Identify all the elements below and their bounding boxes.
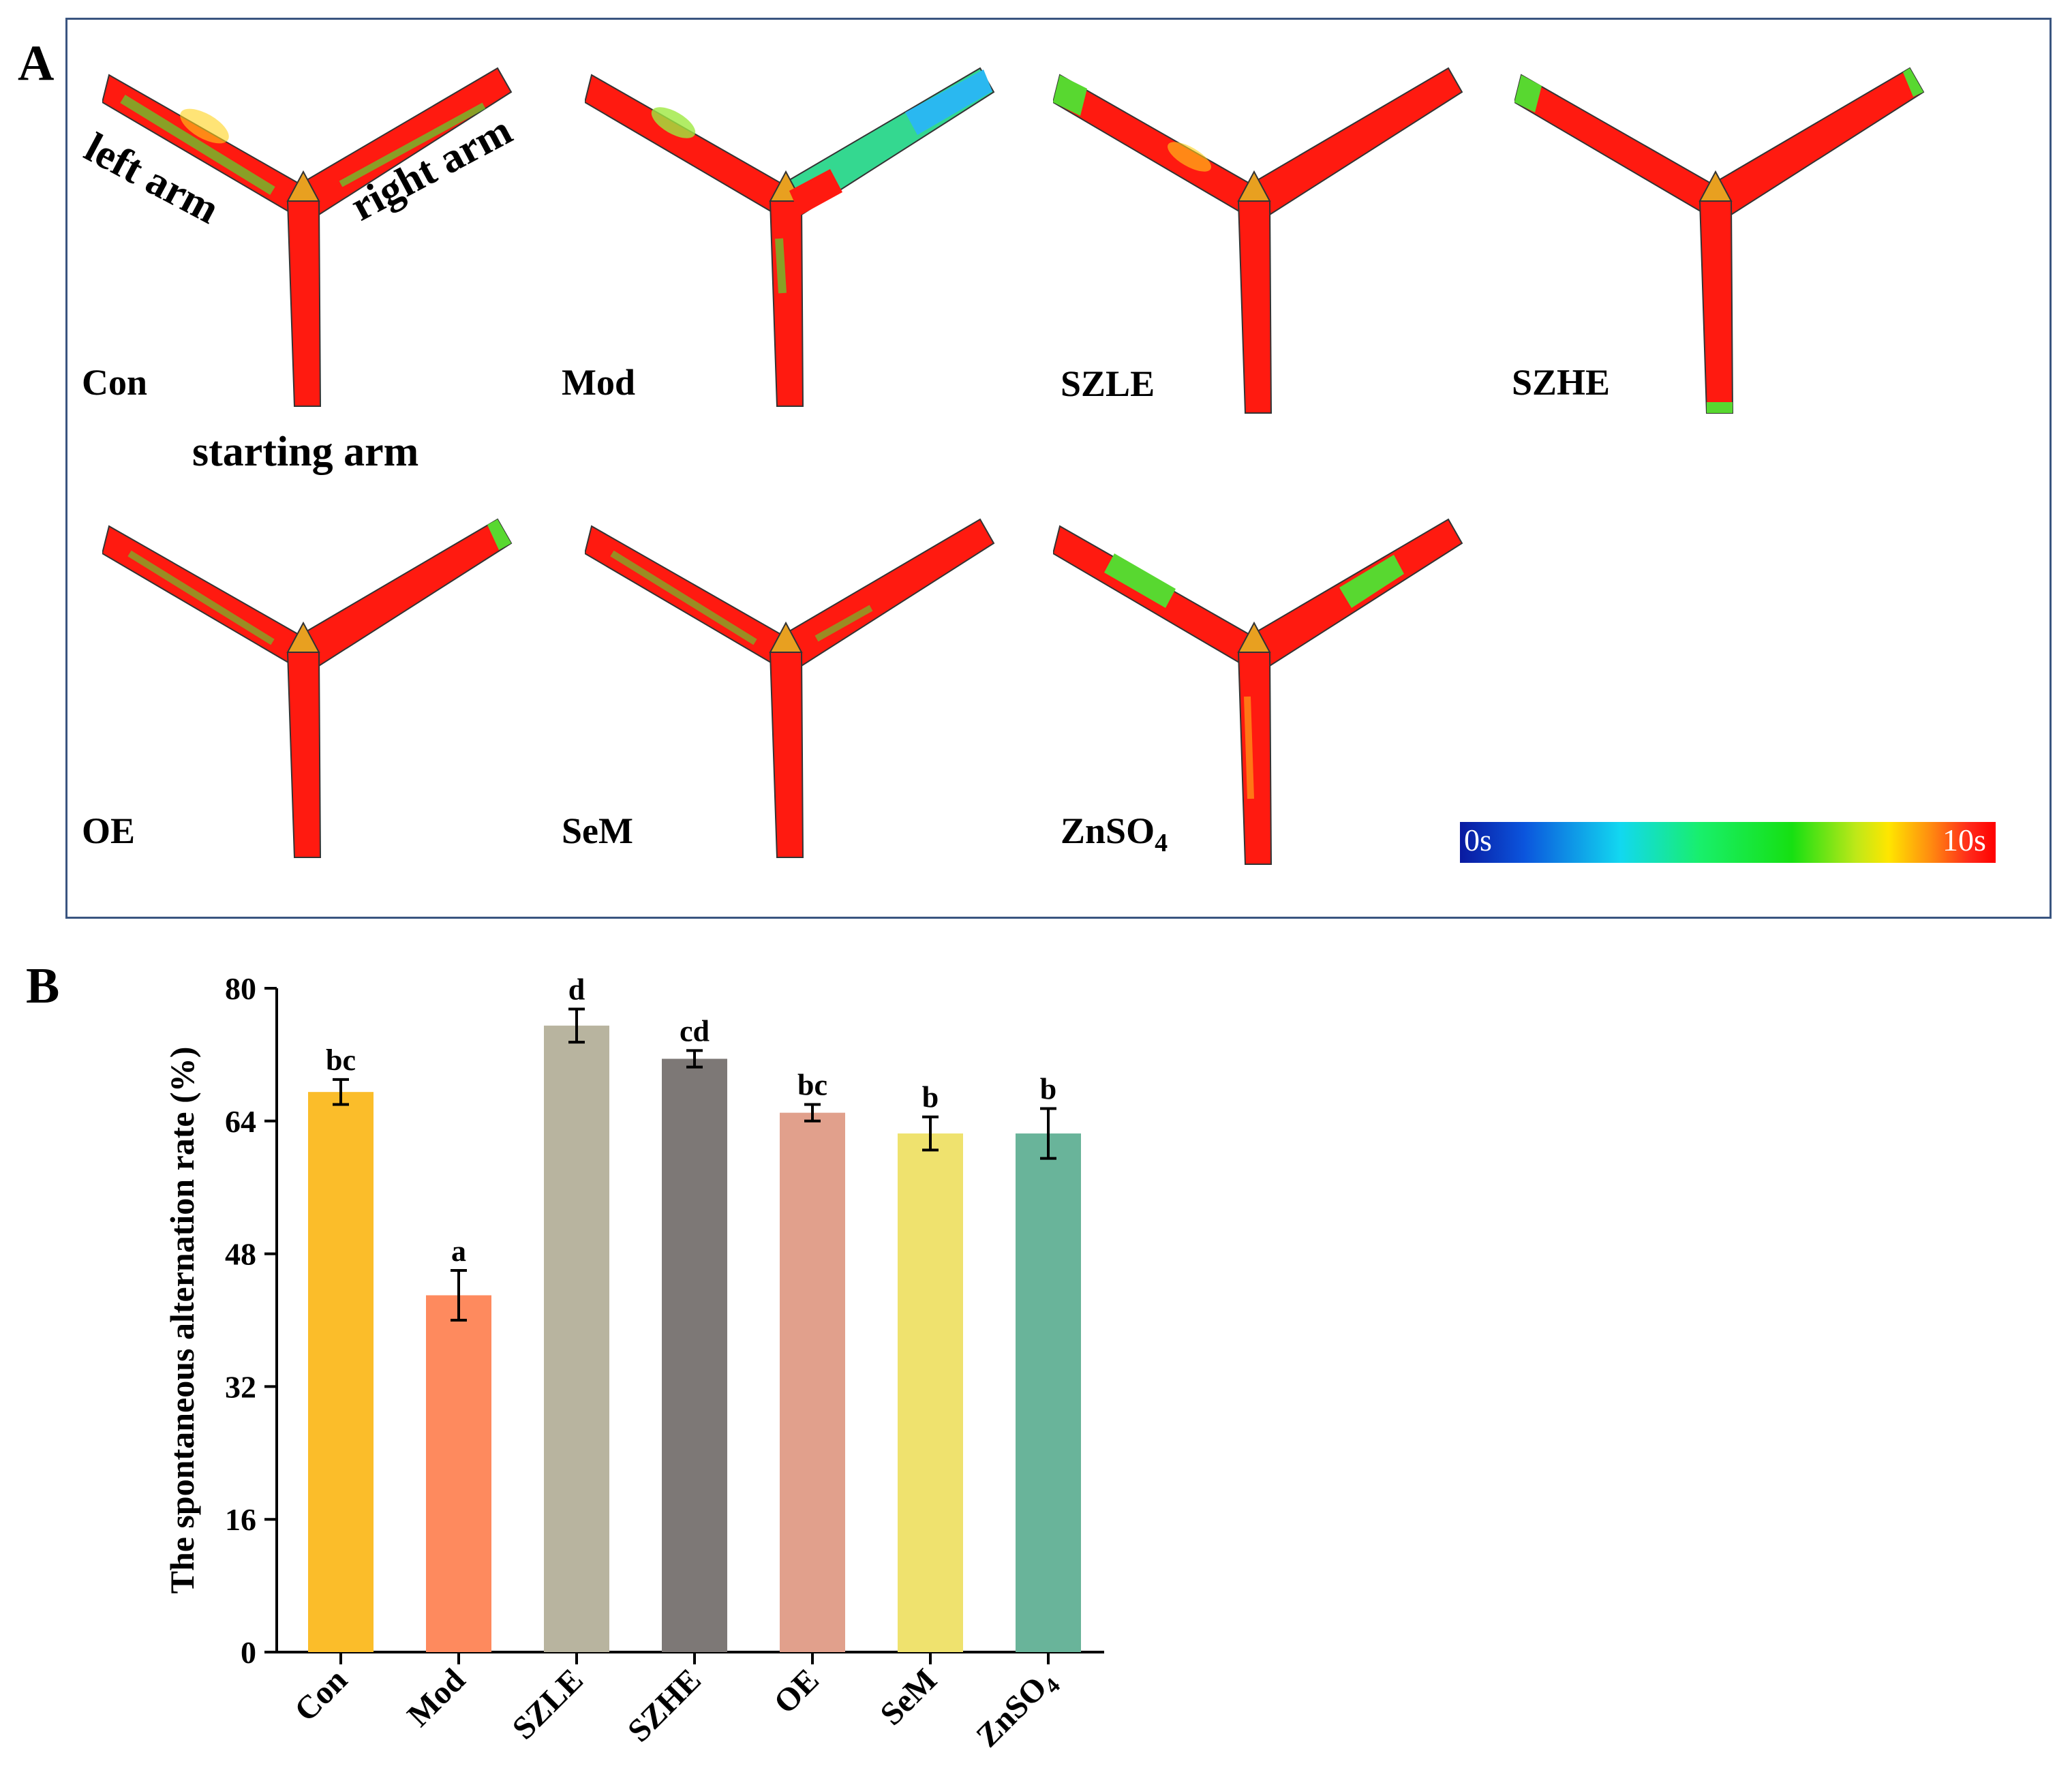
y-tick-label: 32 bbox=[225, 1369, 256, 1404]
x-tick-label: SZLE bbox=[506, 1662, 590, 1746]
ymaze-sem bbox=[585, 518, 995, 858]
group-label-sem: SeM bbox=[562, 810, 633, 851]
ymaze-oe bbox=[102, 518, 513, 858]
colorbar-max-label: 10s bbox=[1942, 823, 1986, 857]
ymaze-mod bbox=[585, 67, 995, 407]
ymaze-szle bbox=[1053, 67, 1463, 414]
starting-arm-label: starting arm bbox=[192, 429, 419, 475]
y-tick-label: 16 bbox=[225, 1502, 256, 1537]
bar bbox=[544, 1025, 609, 1652]
group-label-znso4: ZnSO4 bbox=[1061, 812, 1168, 856]
group-label-con: Con bbox=[82, 362, 148, 403]
bar bbox=[308, 1092, 374, 1652]
group-label-znso4-text: ZnSO bbox=[1061, 810, 1155, 851]
ymaze-znso4 bbox=[1053, 518, 1463, 865]
significance-label: bc bbox=[326, 1043, 356, 1077]
x-tick-label: OE bbox=[767, 1662, 826, 1721]
significance-label: bc bbox=[797, 1068, 827, 1101]
panel-a-letter: A bbox=[18, 35, 55, 91]
bar bbox=[426, 1295, 491, 1652]
x-tick-label: Mod bbox=[400, 1662, 472, 1734]
y-tick-label: 80 bbox=[225, 971, 256, 1006]
bar bbox=[898, 1133, 963, 1652]
y-tick-label: 64 bbox=[225, 1104, 256, 1139]
significance-label: b bbox=[1040, 1073, 1056, 1106]
group-label-znso4-sub: 4 bbox=[1155, 828, 1168, 857]
ymaze-con bbox=[102, 67, 513, 407]
ymaze-szhe bbox=[1514, 67, 1925, 414]
colorbar-min-label: 0s bbox=[1464, 823, 1492, 857]
group-label-szle: SZLE bbox=[1061, 363, 1155, 404]
group-label-oe: OE bbox=[82, 810, 136, 851]
bar bbox=[1016, 1133, 1081, 1652]
significance-label: cd bbox=[680, 1014, 710, 1048]
significance-label: b bbox=[922, 1081, 939, 1114]
x-tick-label: ZnSO4 bbox=[969, 1662, 1065, 1757]
y-tick-label: 48 bbox=[225, 1237, 256, 1272]
group-label-mod: Mod bbox=[562, 362, 635, 403]
bar bbox=[780, 1112, 845, 1652]
significance-label: a bbox=[451, 1234, 466, 1268]
x-tick-label: SZHE bbox=[621, 1662, 708, 1749]
panel-b-letter: B bbox=[26, 958, 60, 1014]
significance-label: d bbox=[568, 973, 585, 1006]
y-tick-label: 0 bbox=[241, 1635, 256, 1670]
x-tick-label: Con bbox=[288, 1662, 354, 1728]
y-axis-title: The spontaneous alternation rate (%) bbox=[163, 1047, 201, 1594]
group-label-szhe: SZHE bbox=[1512, 362, 1611, 403]
bar bbox=[662, 1058, 727, 1652]
time-colorbar bbox=[1460, 822, 1996, 863]
panel-a-frame bbox=[65, 18, 2052, 919]
x-tick-label: SeM bbox=[873, 1662, 943, 1732]
